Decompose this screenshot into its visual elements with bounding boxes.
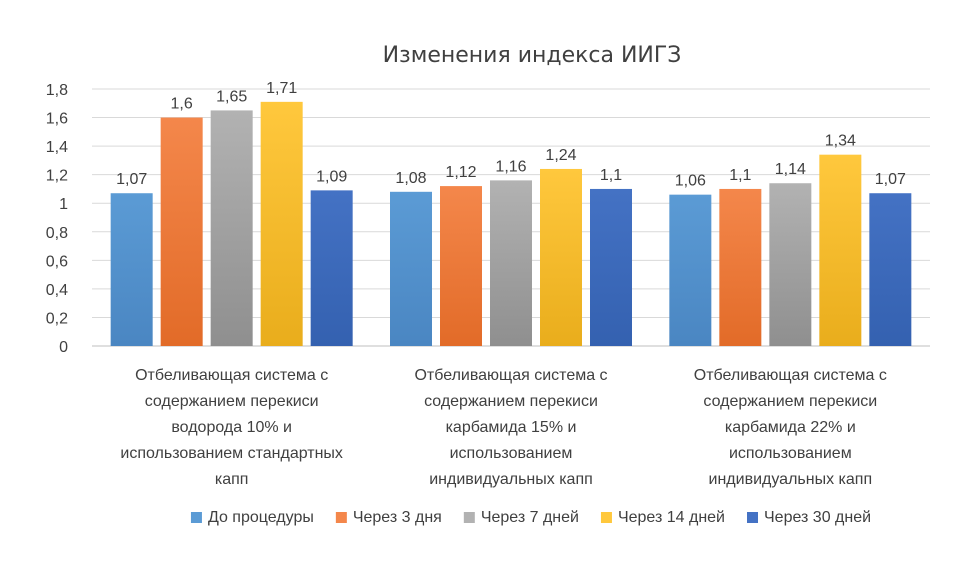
bar <box>440 186 482 346</box>
legend-label: Через 7 дней <box>481 509 579 526</box>
legend-swatch <box>463 512 475 523</box>
category-label: Отбеливающая система с содержанием переки… <box>120 367 343 488</box>
legend-label: Через 30 дней <box>764 509 871 526</box>
data-label: 1,65 <box>216 88 247 105</box>
data-label: 1,24 <box>545 147 576 164</box>
y-tick-label: 0,4 <box>46 282 68 299</box>
bar <box>390 191 432 346</box>
bar <box>540 168 582 346</box>
chart-title: Изменения индекса ИИГЗ <box>383 43 682 68</box>
y-tick-label: 1,6 <box>46 111 68 128</box>
bars <box>110 101 912 347</box>
legend-swatch <box>335 512 347 523</box>
category-label: Отбеливающая система с содержанием переки… <box>694 367 887 488</box>
bar <box>769 183 812 346</box>
legend-item: Через 30 дней <box>747 509 871 526</box>
data-label: 1,71 <box>266 80 297 97</box>
data-label: 1,09 <box>316 168 347 185</box>
data-label: 1,1 <box>729 167 751 184</box>
legend-swatch <box>747 512 759 523</box>
data-label: 1,06 <box>675 173 706 190</box>
bar <box>669 194 712 346</box>
legend-item: До процедуры <box>190 509 314 526</box>
bar <box>590 188 632 346</box>
data-label: 1,1 <box>600 167 622 184</box>
bar <box>160 117 203 346</box>
category-label: Отбеливающая система с содержанием переки… <box>414 367 607 488</box>
legend-label: Через 3 дня <box>353 509 442 526</box>
y-tick-label: 0,2 <box>46 310 68 327</box>
data-label: 1,14 <box>775 161 806 178</box>
y-tick-label: 0 <box>59 339 68 356</box>
data-label: 1,6 <box>171 96 193 113</box>
y-tick-label: 0,6 <box>46 253 68 270</box>
category-labels: Отбеливающая система с содержанием переки… <box>120 367 887 488</box>
bar <box>110 193 153 346</box>
bar <box>719 188 762 346</box>
y-tick-label: 1 <box>59 196 68 213</box>
data-label: 1,07 <box>875 171 906 188</box>
bar <box>310 190 353 346</box>
y-tick-label: 1,8 <box>46 82 68 99</box>
legend-swatch <box>190 512 202 523</box>
data-label: 1,07 <box>116 171 147 188</box>
bar <box>490 180 532 346</box>
data-label: 1,34 <box>825 133 856 150</box>
y-tick-label: 1,2 <box>46 168 68 185</box>
legend-label: До процедуры <box>208 509 314 526</box>
data-label: 1,16 <box>495 158 526 175</box>
bar <box>869 193 912 346</box>
bar <box>260 101 303 346</box>
y-axis-ticks: 0 0,2 0,4 0,6 0,8 1 1,2 1,4 1,6 1,8 <box>46 82 68 356</box>
legend-item: Через 7 дней <box>463 509 579 526</box>
data-labels: 1,07 1,6 1,65 1,71 1,09 1,08 1,12 1,16 1,24 1,1 1,… <box>116 80 906 190</box>
data-label: 1,12 <box>445 164 476 181</box>
legend-label: Через 14 дней <box>618 509 725 526</box>
legend: До процедуры Через 3 дня Через 7 дней Через… <box>190 509 871 526</box>
bar <box>210 110 253 347</box>
legend-item: Через 14 дней <box>600 509 725 526</box>
y-tick-label: 1,4 <box>46 139 68 156</box>
legend-swatch <box>600 512 612 523</box>
bar <box>819 154 862 346</box>
y-tick-label: 0,8 <box>46 225 68 242</box>
legend-item: Через 3 дня <box>335 509 442 526</box>
data-label: 1,08 <box>395 170 426 187</box>
